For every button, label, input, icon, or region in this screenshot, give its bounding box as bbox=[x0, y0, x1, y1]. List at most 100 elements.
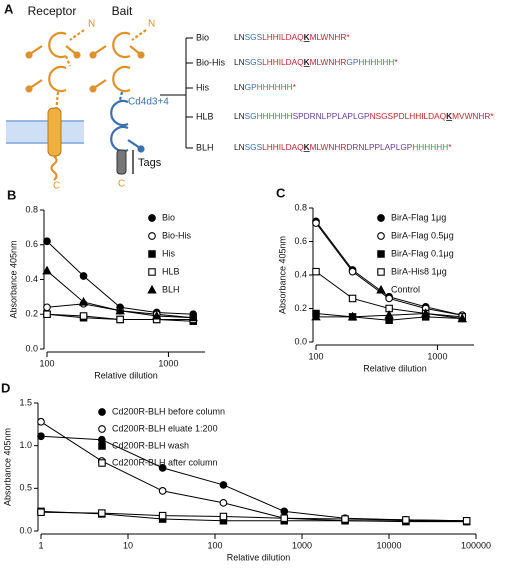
legend-label: Cd200R-BLH wash bbox=[112, 440, 189, 450]
sequence-segment: GP bbox=[346, 57, 358, 67]
y-tick-label: 0.8 bbox=[294, 202, 307, 212]
sequence-segment: * bbox=[448, 142, 452, 152]
sequence-segment: HHHHHH bbox=[257, 111, 293, 121]
marker bbox=[348, 294, 357, 303]
sequence-segment: MLWNHR bbox=[310, 57, 347, 67]
construct-name: His bbox=[196, 82, 209, 92]
y-tick-label: 0.4 bbox=[294, 269, 307, 279]
y-tick-label: 0.0 bbox=[294, 336, 307, 346]
sequence-segment: LN bbox=[234, 82, 245, 92]
y-tick-label: 0.2 bbox=[25, 309, 38, 319]
marker bbox=[158, 487, 167, 495]
legend-marker bbox=[376, 284, 386, 294]
marker bbox=[385, 294, 393, 303]
marker bbox=[37, 417, 45, 426]
x-tick-label: 100 bbox=[308, 351, 323, 361]
legend-label: His bbox=[162, 248, 175, 258]
construct-name: HLB bbox=[196, 111, 214, 121]
legend-marker bbox=[148, 214, 156, 222]
sequence-segment: HHHHHH bbox=[358, 57, 394, 67]
legend-marker bbox=[377, 214, 385, 222]
sequence: LNGPHHHHHH* bbox=[234, 82, 297, 92]
sequence-segment: MLWNHR bbox=[310, 32, 347, 42]
marker bbox=[347, 311, 358, 321]
marker bbox=[384, 310, 394, 319]
sequence-segment: HHHHHH bbox=[412, 142, 448, 152]
sequence-segment: K bbox=[304, 32, 310, 42]
sequence-segment: SGS bbox=[245, 32, 263, 42]
y-axis-label: Absorbance 405nm bbox=[277, 236, 287, 314]
sequence-segment: SPDRNLPPLAPLGP bbox=[293, 111, 370, 121]
legend-label: Cd200R-BLH before column bbox=[112, 406, 225, 416]
n-terminus: N bbox=[148, 19, 155, 30]
legend-label: BirA-Flag 0.1μg bbox=[391, 248, 454, 258]
marker bbox=[79, 272, 88, 280]
bait-label: Bait bbox=[112, 4, 133, 18]
marker bbox=[78, 296, 89, 306]
marker bbox=[280, 514, 288, 522]
y-tick-label: 0.2 bbox=[294, 303, 307, 313]
legend-marker bbox=[148, 268, 156, 276]
sequence-segment: HHHHHH bbox=[257, 82, 293, 92]
sequence-segment: LHHILDAQ bbox=[262, 142, 304, 152]
tags-label: Tags bbox=[138, 157, 162, 169]
sequence-segment: LHHILDAQ bbox=[262, 57, 304, 67]
y-tick-label: 0.0 bbox=[25, 343, 38, 353]
x-tick-label: 1 bbox=[38, 540, 43, 550]
diagram: A Receptor Bait N N C bbox=[4, 1, 187, 192]
marker bbox=[79, 312, 88, 320]
membrane bbox=[6, 120, 84, 144]
x-axis-label: Relative dilution bbox=[227, 552, 291, 562]
marker bbox=[312, 267, 320, 276]
marker bbox=[37, 432, 45, 441]
sequence-segment: K bbox=[304, 142, 310, 152]
marker bbox=[37, 508, 45, 516]
series-line bbox=[40, 421, 467, 523]
x-axis-label: Relative dilution bbox=[363, 363, 427, 373]
construct-name: Bio bbox=[196, 32, 209, 42]
construct-name: Bio-His bbox=[196, 57, 226, 67]
marker bbox=[280, 507, 289, 516]
sequence-segment: LN bbox=[234, 142, 245, 152]
x-tick-label: 10000 bbox=[376, 540, 401, 550]
legend-label: BLH bbox=[162, 284, 180, 294]
marker bbox=[219, 498, 228, 507]
legend-label: BirA-Flag 1μg bbox=[391, 212, 446, 222]
legend-marker bbox=[98, 459, 106, 467]
marker bbox=[98, 509, 106, 517]
sequence-segment: LN bbox=[234, 32, 245, 42]
series-line bbox=[40, 510, 467, 523]
marker bbox=[158, 464, 167, 472]
legend-label: BirA-Flag 0.5μg bbox=[391, 230, 454, 240]
sequence-segment: MVWNHR bbox=[452, 111, 490, 121]
panel-label: A bbox=[4, 1, 14, 16]
x-tick-label: 100 bbox=[39, 358, 54, 368]
marker bbox=[158, 511, 167, 520]
legend-marker bbox=[98, 425, 106, 433]
marker bbox=[219, 481, 228, 489]
marker bbox=[402, 516, 410, 524]
sequence-segment: SGS bbox=[245, 142, 263, 152]
sequence: LNSGSLHHILDAQKMLWNHRGPHHHHHH* bbox=[234, 57, 398, 67]
x-tick-label: 1000 bbox=[158, 358, 178, 368]
marker bbox=[457, 313, 467, 323]
sequence: LNSGHHHHHHSPDRNLPPLAPLGPNSGSPDLHHILDAQKM… bbox=[234, 111, 494, 121]
sequence-segment: * bbox=[293, 82, 297, 92]
y-tick-label: 1.5 bbox=[19, 397, 32, 407]
legend-marker bbox=[377, 250, 385, 258]
marker bbox=[43, 237, 51, 246]
sequence-segment: LN bbox=[234, 57, 245, 67]
legend-label: Cd200R-BLH eluate 1:200 bbox=[112, 423, 218, 433]
legend-label: Bio bbox=[162, 212, 175, 222]
y-axis-label: Absorbance 405nm bbox=[8, 240, 18, 318]
sequence-segment: K bbox=[446, 111, 452, 121]
sequence-segment: LHHILDAQ bbox=[262, 32, 304, 42]
marker bbox=[420, 308, 431, 318]
transmembrane bbox=[47, 107, 62, 157]
marker bbox=[312, 219, 320, 227]
sequence-segment: SGS bbox=[245, 57, 263, 67]
marker bbox=[341, 515, 349, 523]
c-terminus: C bbox=[118, 179, 125, 190]
legend-marker bbox=[98, 408, 106, 416]
